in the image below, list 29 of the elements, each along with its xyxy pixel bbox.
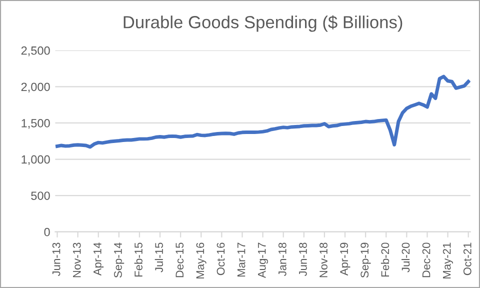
- y-tick-label: 1,000: [22, 155, 50, 166]
- x-tick-label: Jun-18: [299, 242, 307, 276]
- x-tick-label: Jun-13: [52, 242, 60, 276]
- chart-title: Durable Goods Spending ($ Billions): [124, 15, 402, 32]
- x-tick-label: Apr-14: [94, 242, 104, 276]
- y-tick-label: 500: [31, 192, 50, 200]
- x-tick-label: Aug-17: [258, 242, 268, 278]
- y-tick-label: 1,500: [22, 119, 50, 129]
- x-tick-label: Nov-18: [320, 242, 328, 278]
- y-tick-label: 2,500: [21, 46, 50, 56]
- x-tick-label: Sep-14: [114, 242, 124, 278]
- x-tick-label: Apr-19: [340, 242, 350, 276]
- x-tick-label: Dec-15: [176, 242, 184, 278]
- line-series: [56, 74, 470, 149]
- x-tick-label: Mar-17: [237, 242, 246, 277]
- x-tick-label: Feb-15: [134, 242, 142, 277]
- x-tick-label: May-21: [442, 242, 453, 278]
- x-tick-label: Jul-15: [154, 242, 164, 272]
- x-tick-label: May-16: [196, 242, 206, 278]
- y-tick-label: 2,000: [21, 82, 50, 92]
- x-tick-label: Oct-16: [216, 242, 225, 276]
- y-tick-label: 0: [44, 228, 50, 236]
- x-tick-label: Oct-21: [463, 242, 472, 276]
- x-tick-label: Feb-20: [380, 242, 390, 277]
- x-tick-label: Jan-18: [278, 242, 286, 276]
- x-tick-label: Sep-19: [360, 242, 371, 278]
- x-tick-label: Nov-13: [72, 242, 81, 278]
- x-tick-label: Dec-20: [422, 242, 430, 278]
- x-tick-label: Jul-20: [402, 242, 410, 272]
